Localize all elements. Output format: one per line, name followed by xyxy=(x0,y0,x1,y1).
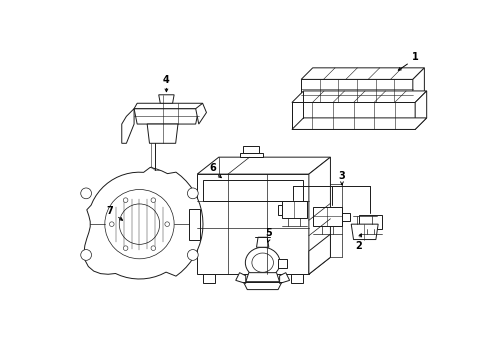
Polygon shape xyxy=(236,273,245,283)
Polygon shape xyxy=(278,259,287,268)
Text: 1: 1 xyxy=(412,52,418,62)
Polygon shape xyxy=(351,224,378,239)
Polygon shape xyxy=(244,145,259,153)
Polygon shape xyxy=(309,234,330,274)
Polygon shape xyxy=(415,91,427,130)
Polygon shape xyxy=(359,215,382,229)
Text: 2: 2 xyxy=(356,241,362,251)
Circle shape xyxy=(188,188,198,199)
Polygon shape xyxy=(122,109,134,143)
Polygon shape xyxy=(313,207,342,226)
Polygon shape xyxy=(189,209,200,239)
Polygon shape xyxy=(301,68,424,80)
Polygon shape xyxy=(282,201,307,218)
Polygon shape xyxy=(84,167,203,279)
Circle shape xyxy=(188,249,198,260)
Circle shape xyxy=(81,249,92,260)
Polygon shape xyxy=(244,282,282,289)
Polygon shape xyxy=(197,157,330,174)
Polygon shape xyxy=(197,174,309,274)
Polygon shape xyxy=(292,118,427,130)
Polygon shape xyxy=(280,273,290,283)
Ellipse shape xyxy=(245,247,280,278)
Polygon shape xyxy=(147,124,178,143)
Text: 3: 3 xyxy=(339,171,345,181)
Polygon shape xyxy=(134,109,199,124)
Circle shape xyxy=(81,188,92,199)
Polygon shape xyxy=(240,153,263,157)
Polygon shape xyxy=(245,273,280,282)
Polygon shape xyxy=(309,157,330,274)
Polygon shape xyxy=(203,274,215,283)
Circle shape xyxy=(105,189,174,259)
Polygon shape xyxy=(292,91,427,103)
Polygon shape xyxy=(301,80,413,103)
Polygon shape xyxy=(203,180,303,201)
Text: 5: 5 xyxy=(266,228,272,238)
Text: 7: 7 xyxy=(107,206,114,216)
Polygon shape xyxy=(159,95,174,103)
Text: 6: 6 xyxy=(209,163,216,173)
Polygon shape xyxy=(292,103,415,130)
Polygon shape xyxy=(278,205,282,215)
Polygon shape xyxy=(413,68,424,103)
Polygon shape xyxy=(257,237,269,247)
Polygon shape xyxy=(134,103,203,109)
Polygon shape xyxy=(291,274,303,283)
Text: 4: 4 xyxy=(163,75,170,85)
Polygon shape xyxy=(342,213,350,221)
Polygon shape xyxy=(196,103,206,124)
